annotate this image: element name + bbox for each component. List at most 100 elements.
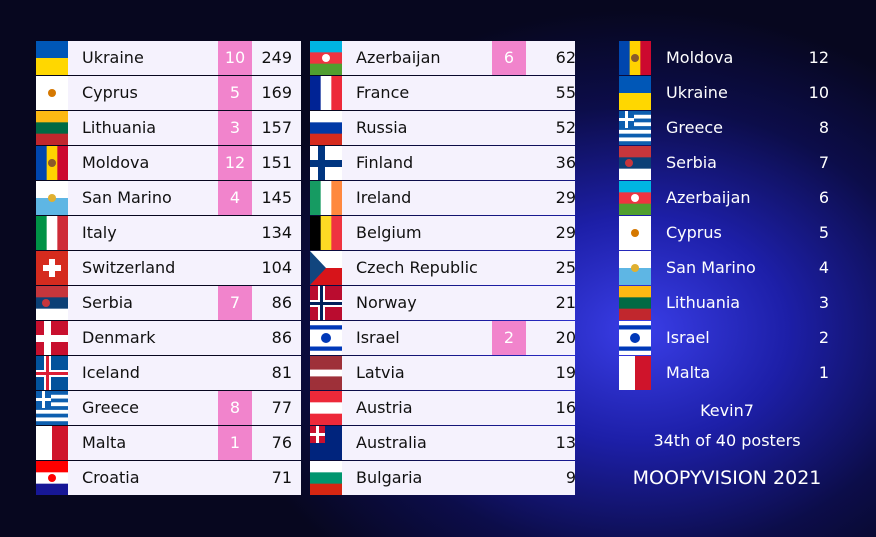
total-score: 16 xyxy=(555,398,576,417)
total-score: 86 xyxy=(271,293,292,312)
country-name: Moldova xyxy=(666,48,734,67)
country-name: Greece xyxy=(666,118,723,137)
country-row: Italy 134 xyxy=(36,216,301,250)
total-score: 151 xyxy=(261,153,292,172)
flag xyxy=(36,251,68,285)
total-score: 76 xyxy=(271,433,292,452)
points: 12 xyxy=(808,48,829,67)
received-row: Ukraine 10 xyxy=(619,76,839,110)
flag xyxy=(36,461,68,495)
received-row: Cyprus 5 xyxy=(619,216,839,250)
flag xyxy=(310,356,342,390)
country-row: Croatia 71 xyxy=(36,461,301,495)
flag xyxy=(310,251,342,285)
total-score: 9 xyxy=(565,468,576,487)
received-row: Malta 1 xyxy=(619,356,839,390)
total-score: 134 xyxy=(261,223,292,242)
points: 6 xyxy=(818,188,829,207)
country-name: Lithuania xyxy=(666,293,741,312)
points-given: 2 xyxy=(492,321,526,355)
country-name: Australia xyxy=(356,433,427,452)
flag xyxy=(310,181,342,215)
country-name: Norway xyxy=(356,293,417,312)
points: 1 xyxy=(818,363,829,382)
country-row: Greece 8 77 xyxy=(36,391,301,425)
flag xyxy=(36,321,68,355)
received-row: Serbia 7 xyxy=(619,146,839,180)
received-row: Greece 8 xyxy=(619,111,839,145)
flag xyxy=(619,251,651,285)
country-row: Czech Republic 25 xyxy=(310,251,576,285)
flag xyxy=(310,461,342,495)
country-name: Croatia xyxy=(82,468,140,487)
flag xyxy=(36,286,68,320)
total-score: 104 xyxy=(261,258,292,277)
country-row: Cyprus 5 169 xyxy=(36,76,301,110)
points-given: 5 xyxy=(218,76,252,110)
country-row: Finland 36 xyxy=(310,146,576,180)
country-row: Russia 52 xyxy=(310,111,576,145)
points-given: 3 xyxy=(218,111,252,145)
country-row: Serbia 7 86 xyxy=(36,286,301,320)
country-name: Ireland xyxy=(356,188,412,207)
country-name: Lithuania xyxy=(82,118,157,137)
points: 8 xyxy=(818,118,829,137)
points: 3 xyxy=(818,293,829,312)
points: 7 xyxy=(818,153,829,172)
show-title: MOOPYVISION 2021 xyxy=(632,467,822,489)
country-name: Russia xyxy=(356,118,408,137)
flag xyxy=(310,216,342,250)
country-name: Israel xyxy=(666,328,710,347)
total-score: 29 xyxy=(555,223,576,242)
points: 2 xyxy=(818,328,829,347)
country-name: Belgium xyxy=(356,223,422,242)
country-name: France xyxy=(356,83,410,102)
country-name: Malta xyxy=(82,433,127,452)
points-given: 1 xyxy=(218,426,252,460)
flag xyxy=(310,426,342,460)
country-row: Denmark 86 xyxy=(36,321,301,355)
rank: 34th of 40 posters xyxy=(653,431,801,450)
country-name: Latvia xyxy=(356,363,405,382)
flag xyxy=(310,41,342,75)
total-score: 157 xyxy=(261,118,292,137)
received-row: Lithuania 3 xyxy=(619,286,839,320)
country-name: San Marino xyxy=(666,258,756,277)
flag xyxy=(36,146,68,180)
total-score: 52 xyxy=(555,118,576,137)
points: 5 xyxy=(818,223,829,242)
received-row: Israel 2 xyxy=(619,321,839,355)
country-row: Norway 21 xyxy=(310,286,576,320)
flag xyxy=(36,391,68,425)
country-row: Iceland 81 xyxy=(36,356,301,390)
country-row: Ukraine 10 249 xyxy=(36,41,301,75)
country-name: San Marino xyxy=(82,188,172,207)
flag xyxy=(619,146,651,180)
total-score: 71 xyxy=(271,468,292,487)
country-row: Latvia 19 xyxy=(310,356,576,390)
total-score: 77 xyxy=(271,398,292,417)
user-name: Kevin7 xyxy=(700,401,754,420)
country-row: Moldova 12 151 xyxy=(36,146,301,180)
received-row: Moldova 12 xyxy=(619,41,839,75)
flag xyxy=(619,321,651,355)
flag xyxy=(619,286,651,320)
country-name: Cyprus xyxy=(82,83,138,102)
total-score: 249 xyxy=(261,48,292,67)
flag xyxy=(36,356,68,390)
country-row: Malta 1 76 xyxy=(36,426,301,460)
country-name: Ukraine xyxy=(666,83,728,102)
flag xyxy=(36,181,68,215)
flag xyxy=(310,391,342,425)
country-name: Italy xyxy=(82,223,117,242)
received-row: San Marino 4 xyxy=(619,251,839,285)
country-name: Switzerland xyxy=(82,258,176,277)
country-name: Cyprus xyxy=(666,223,722,242)
points-given: 10 xyxy=(218,41,252,75)
country-name: Azerbaijan xyxy=(356,48,441,67)
country-row: San Marino 4 145 xyxy=(36,181,301,215)
country-name: Moldova xyxy=(82,153,150,172)
total-score: 86 xyxy=(271,328,292,347)
country-name: Austria xyxy=(356,398,413,417)
